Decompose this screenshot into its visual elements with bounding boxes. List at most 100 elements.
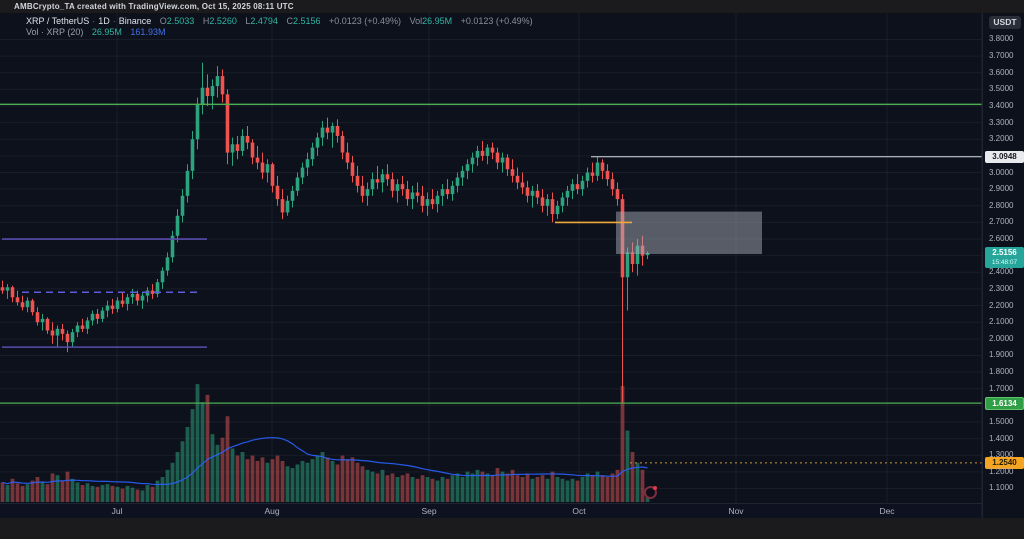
candle-body bbox=[460, 170, 465, 178]
candle-body bbox=[325, 127, 330, 133]
separator-dot: · bbox=[112, 16, 116, 26]
candle-body bbox=[550, 199, 555, 215]
volume-bar bbox=[180, 441, 185, 502]
candle-body bbox=[135, 293, 140, 301]
candle-body bbox=[55, 328, 60, 336]
volume-bar bbox=[275, 455, 280, 502]
candle-body bbox=[565, 190, 570, 198]
candle-body bbox=[445, 189, 450, 195]
candle-body bbox=[275, 185, 280, 200]
candle-body bbox=[35, 312, 40, 323]
candle-body bbox=[555, 205, 560, 215]
candle-body bbox=[70, 332, 75, 343]
volume-bar bbox=[310, 459, 315, 502]
candle-body bbox=[335, 125, 340, 136]
candle-body bbox=[590, 172, 595, 176]
candle-body bbox=[635, 245, 640, 264]
volume-bar bbox=[60, 480, 65, 502]
volume-bar bbox=[140, 490, 145, 502]
volume-bar bbox=[530, 478, 535, 502]
volume-bar bbox=[355, 462, 360, 502]
price-tick-label: 1.8000 bbox=[989, 367, 1014, 377]
vol-inline-value: 26.95M bbox=[422, 16, 453, 26]
interval-value[interactable]: 1D bbox=[98, 16, 110, 26]
candle-body bbox=[495, 152, 500, 163]
volume-bar bbox=[600, 475, 605, 502]
volume-bar bbox=[75, 482, 80, 502]
volume-bar bbox=[510, 469, 515, 502]
close-label: C bbox=[286, 16, 293, 26]
volume-bar bbox=[285, 466, 290, 502]
volume-bar bbox=[375, 473, 380, 502]
candle-body bbox=[570, 184, 575, 191]
candle-body bbox=[290, 190, 295, 201]
volume-bar bbox=[330, 460, 335, 502]
volume-bar bbox=[400, 475, 405, 502]
candle-body bbox=[385, 174, 390, 180]
axis-label-current-price: 2.5156 15:48:07 bbox=[985, 247, 1024, 269]
high-value: 2.5260 bbox=[209, 16, 237, 26]
price-tick-label: 2.8000 bbox=[989, 200, 1014, 210]
candle-body bbox=[155, 282, 160, 294]
candle-body bbox=[470, 157, 475, 165]
volume-bar bbox=[55, 475, 60, 502]
candle-body bbox=[10, 287, 15, 298]
currency-toggle-button[interactable]: USDT bbox=[989, 16, 1021, 29]
volume-indicator-label[interactable]: Vol · XRP (20) bbox=[26, 27, 84, 37]
candle-body bbox=[475, 150, 480, 158]
candle-body bbox=[5, 287, 10, 291]
candle-body bbox=[210, 86, 215, 97]
candle-body bbox=[595, 162, 600, 176]
price-tick-label: 3.0000 bbox=[989, 167, 1014, 177]
volume-bar bbox=[10, 478, 15, 502]
volume-bar bbox=[100, 485, 105, 502]
volume-bar bbox=[165, 469, 170, 502]
symbol-name[interactable]: XRP / TetherUS bbox=[26, 16, 90, 26]
candle-body bbox=[160, 270, 165, 283]
watermark-logo-icon[interactable] bbox=[644, 486, 657, 499]
candle-body bbox=[455, 177, 460, 186]
exchange-name[interactable]: Binance bbox=[118, 16, 152, 26]
price-axis[interactable]: USDT 3.0948 2.5156 15:48:07 1.6134 1.254… bbox=[982, 13, 1024, 518]
volume-bar bbox=[640, 469, 645, 502]
candle-body bbox=[645, 253, 650, 256]
candle-body bbox=[540, 197, 545, 206]
volume-bar bbox=[535, 477, 540, 502]
price-tick-label: 3.3000 bbox=[989, 117, 1014, 127]
volume-bar bbox=[70, 478, 75, 502]
chart-pane[interactable] bbox=[0, 13, 982, 503]
candle-body bbox=[625, 252, 630, 278]
candle-body bbox=[435, 195, 440, 205]
attribution-bar: AMBCrypto_TA created with TradingView.co… bbox=[0, 0, 1024, 13]
volume-bar bbox=[85, 483, 90, 502]
candle-body bbox=[60, 328, 65, 334]
candle-body bbox=[175, 215, 180, 236]
volume-bar bbox=[360, 466, 365, 502]
volume-bar bbox=[480, 471, 485, 502]
candle-body bbox=[515, 175, 520, 183]
axis-label-alert-level: 1.2540 bbox=[985, 456, 1024, 469]
volume-bar bbox=[435, 480, 440, 502]
candle-body bbox=[610, 179, 615, 190]
candle-body bbox=[145, 290, 150, 296]
volume-bar bbox=[445, 478, 450, 502]
candle-body bbox=[130, 293, 135, 298]
volume-bar bbox=[115, 486, 120, 502]
volume-bar bbox=[485, 473, 490, 502]
candle-body bbox=[25, 300, 30, 308]
candle-body bbox=[170, 235, 175, 258]
candle-body bbox=[280, 199, 285, 213]
candle-body bbox=[75, 325, 80, 333]
candle-body bbox=[215, 76, 220, 87]
candle-body bbox=[575, 184, 580, 190]
time-axis[interactable]: Jul Aug Sep Oct Nov Dec bbox=[0, 503, 982, 518]
candle-body bbox=[140, 295, 145, 301]
volume-bar bbox=[295, 464, 300, 502]
high-label: H bbox=[202, 16, 210, 26]
candle-body bbox=[545, 199, 550, 206]
volume-bar bbox=[425, 477, 430, 502]
volume-bar bbox=[15, 483, 20, 502]
candle-body bbox=[505, 157, 510, 170]
volume-bar bbox=[625, 430, 630, 502]
volume-bar bbox=[90, 485, 95, 502]
